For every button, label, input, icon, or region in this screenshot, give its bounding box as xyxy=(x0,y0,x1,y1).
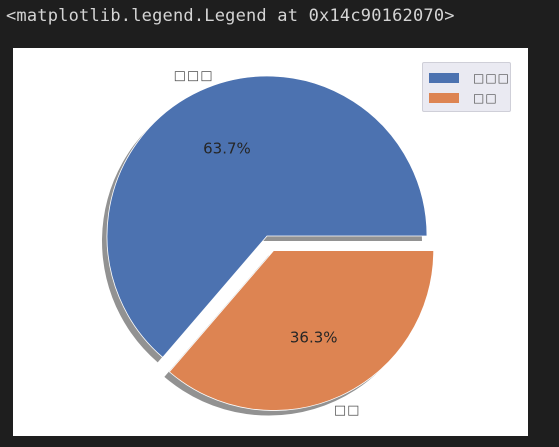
pie-category-label: □□□ xyxy=(174,69,214,84)
pie-chart: 63.7%36.3%□□□□□ xyxy=(102,69,435,418)
pie-percent-label: 63.7% xyxy=(203,139,251,157)
pie-wedge-2 xyxy=(168,250,435,411)
chart-legend: □□□ □□ xyxy=(422,62,511,112)
legend-label: □□□ xyxy=(473,71,511,85)
legend-entry: □□□ xyxy=(429,71,510,85)
legend-swatch-series1 xyxy=(429,73,459,83)
legend-label: □□ xyxy=(473,91,498,105)
pie-wedge-1 xyxy=(106,75,428,358)
legend-swatch-series2 xyxy=(429,93,459,103)
cell-output-text: <matplotlib.legend.Legend at 0x14c901620… xyxy=(6,6,455,26)
legend-entry: □□ xyxy=(429,91,498,105)
pie-percent-label: 36.3% xyxy=(290,328,338,346)
chart-figure: 63.7% 36.3% □□□ □□ □□□ □□ xyxy=(13,48,528,436)
pie-category-label: □□ xyxy=(334,403,361,418)
